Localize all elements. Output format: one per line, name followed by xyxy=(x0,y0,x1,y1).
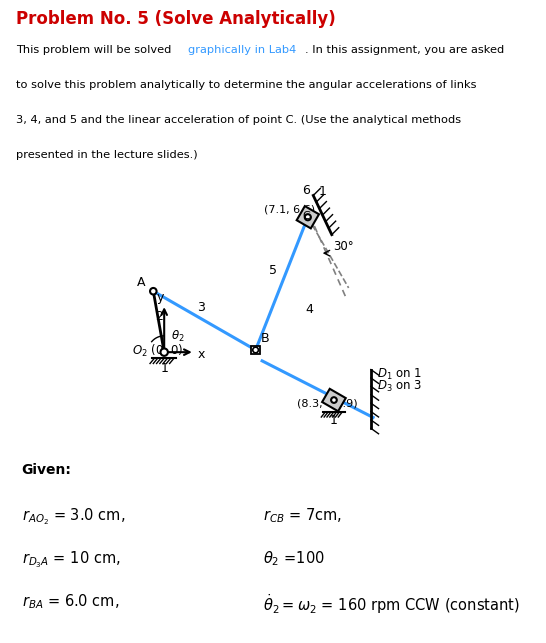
Text: 6: 6 xyxy=(302,185,310,197)
Circle shape xyxy=(253,347,258,353)
Text: 1: 1 xyxy=(319,185,327,199)
Text: 2: 2 xyxy=(156,309,163,323)
Text: $r_{BA}$ = 6.0 cm,: $r_{BA}$ = 6.0 cm, xyxy=(21,592,119,610)
Text: $\theta_2$ =100: $\theta_2$ =100 xyxy=(263,549,324,568)
Circle shape xyxy=(331,397,337,403)
Text: $\dot{\theta}_2 = \omega_2$ = 160 rpm CCW (constant): $\dot{\theta}_2 = \omega_2$ = 160 rpm CC… xyxy=(263,592,519,615)
Text: B: B xyxy=(261,332,270,345)
Text: $r_{AO_2}$ = 3.0 cm,: $r_{AO_2}$ = 3.0 cm, xyxy=(21,506,125,527)
Circle shape xyxy=(305,214,311,221)
Text: $D_1$ on 1: $D_1$ on 1 xyxy=(377,367,423,383)
Text: graphically in Lab4: graphically in Lab4 xyxy=(188,45,296,55)
Text: to solve this problem analytically to determine the angular accelerations of lin: to solve this problem analytically to de… xyxy=(16,80,477,90)
Text: A: A xyxy=(137,276,146,289)
Circle shape xyxy=(150,288,157,294)
Text: C: C xyxy=(303,211,311,221)
Circle shape xyxy=(161,349,168,356)
Text: Given:: Given: xyxy=(21,463,72,477)
Text: 4: 4 xyxy=(306,303,313,316)
Text: $\theta_2$: $\theta_2$ xyxy=(171,329,185,344)
Text: presented in the lecture slides.): presented in the lecture slides.) xyxy=(16,150,198,160)
Text: y: y xyxy=(156,291,163,304)
Bar xyxy=(322,389,346,412)
Text: (7.1, 6.6): (7.1, 6.6) xyxy=(264,205,316,215)
Text: $r_{D_3A}$ = 10 cm,: $r_{D_3A}$ = 10 cm, xyxy=(21,549,120,570)
Text: $D_3$ on 3: $D_3$ on 3 xyxy=(377,379,423,394)
Text: x: x xyxy=(198,348,205,361)
Bar xyxy=(296,206,319,228)
Text: 3, 4, and 5 and the linear acceleration of point C. (Use the analytical methods: 3, 4, and 5 and the linear acceleration … xyxy=(16,115,461,125)
Text: $r_{CB}$ = 7cm,: $r_{CB}$ = 7cm, xyxy=(263,506,342,525)
Text: 30°: 30° xyxy=(333,240,353,253)
Text: . In this assignment, you are asked: . In this assignment, you are asked xyxy=(305,45,504,55)
Text: 1: 1 xyxy=(160,362,168,375)
Bar xyxy=(252,346,260,354)
Text: Problem No. 5 (Solve Analytically): Problem No. 5 (Solve Analytically) xyxy=(16,10,336,28)
Text: 1: 1 xyxy=(330,414,338,427)
Text: 5: 5 xyxy=(269,264,277,277)
Text: $O_2$ (0, 0): $O_2$ (0, 0) xyxy=(132,343,183,359)
Text: This problem will be solved: This problem will be solved xyxy=(16,45,175,55)
Text: (8.3, −1.9): (8.3, −1.9) xyxy=(297,399,358,408)
Text: 3: 3 xyxy=(197,301,205,314)
